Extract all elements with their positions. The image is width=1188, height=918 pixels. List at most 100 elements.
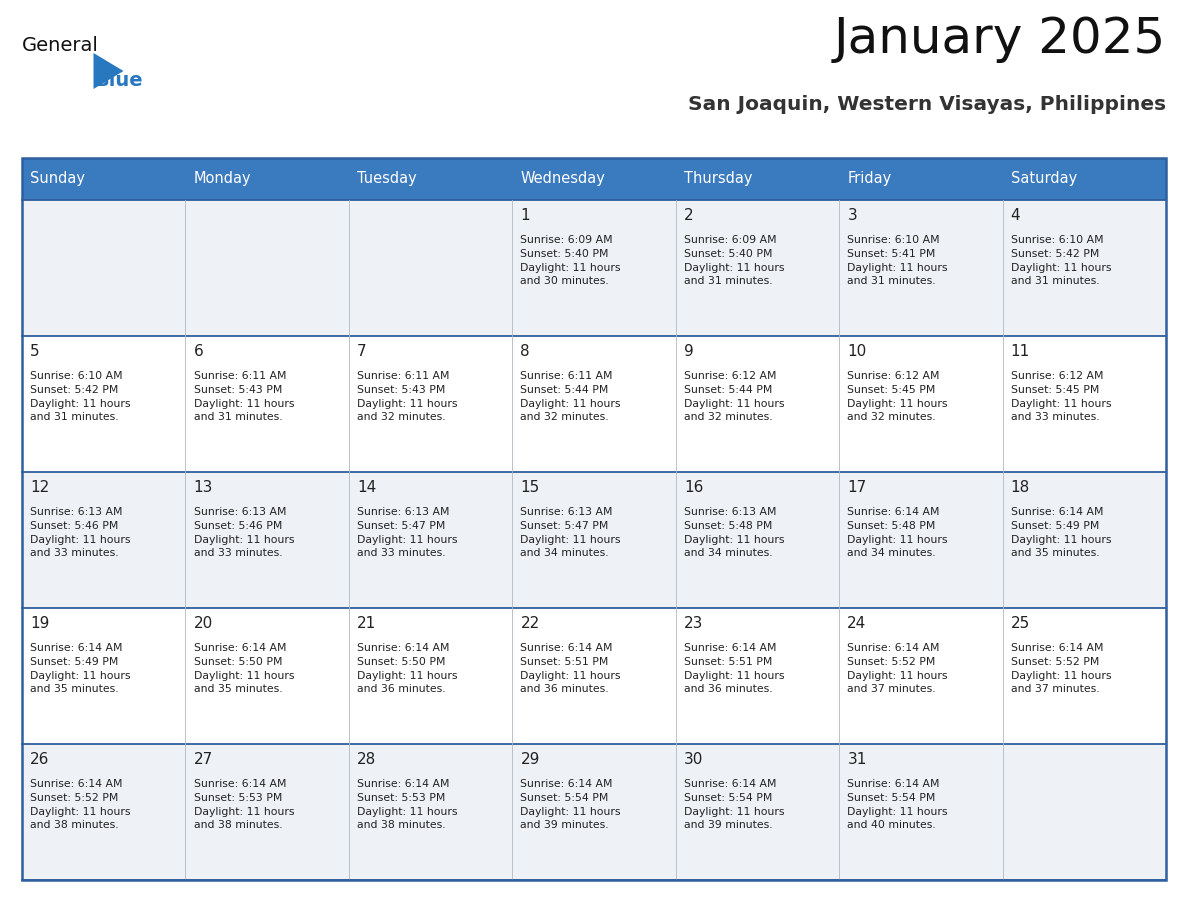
Bar [23, 336, 185, 472]
Bar [839, 158, 1003, 200]
Text: 8: 8 [520, 344, 530, 359]
Text: 18: 18 [1011, 480, 1030, 495]
Text: Sunrise: 6:13 AM
Sunset: 5:47 PM
Daylight: 11 hours
and 34 minutes.: Sunrise: 6:13 AM Sunset: 5:47 PM Dayligh… [520, 508, 621, 558]
Text: Sunrise: 6:10 AM
Sunset: 5:42 PM
Daylight: 11 hours
and 31 minutes.: Sunrise: 6:10 AM Sunset: 5:42 PM Dayligh… [1011, 235, 1111, 286]
Text: Sunrise: 6:14 AM
Sunset: 5:53 PM
Daylight: 11 hours
and 38 minutes.: Sunrise: 6:14 AM Sunset: 5:53 PM Dayligh… [358, 779, 457, 830]
Text: 10: 10 [847, 344, 866, 359]
Bar [349, 158, 512, 200]
Bar [23, 608, 185, 744]
Text: 24: 24 [847, 616, 866, 632]
Text: Sunrise: 6:14 AM
Sunset: 5:54 PM
Daylight: 11 hours
and 39 minutes.: Sunrise: 6:14 AM Sunset: 5:54 PM Dayligh… [520, 779, 621, 830]
Text: Monday: Monday [194, 172, 251, 186]
Bar [676, 336, 839, 472]
Bar [349, 744, 512, 880]
Text: 17: 17 [847, 480, 866, 495]
Text: Saturday: Saturday [1011, 172, 1078, 186]
Text: Sunrise: 6:14 AM
Sunset: 5:49 PM
Daylight: 11 hours
and 35 minutes.: Sunrise: 6:14 AM Sunset: 5:49 PM Dayligh… [1011, 508, 1111, 558]
Bar [512, 200, 676, 336]
Bar [1003, 744, 1165, 880]
Bar [839, 472, 1003, 608]
Text: Wednesday: Wednesday [520, 172, 606, 186]
Bar [512, 744, 676, 880]
Text: 30: 30 [684, 752, 703, 767]
Bar [185, 472, 349, 608]
Text: 7: 7 [358, 344, 367, 359]
Bar [349, 472, 512, 608]
Text: 29: 29 [520, 752, 539, 767]
Bar [512, 608, 676, 744]
Bar [23, 744, 185, 880]
Bar [512, 158, 676, 200]
Bar [676, 158, 839, 200]
Text: Sunrise: 6:14 AM
Sunset: 5:52 PM
Daylight: 11 hours
and 37 minutes.: Sunrise: 6:14 AM Sunset: 5:52 PM Dayligh… [1011, 644, 1111, 694]
Text: Sunrise: 6:14 AM
Sunset: 5:51 PM
Daylight: 11 hours
and 36 minutes.: Sunrise: 6:14 AM Sunset: 5:51 PM Dayligh… [684, 644, 784, 694]
Text: Sunrise: 6:14 AM
Sunset: 5:49 PM
Daylight: 11 hours
and 35 minutes.: Sunrise: 6:14 AM Sunset: 5:49 PM Dayligh… [30, 644, 131, 694]
Text: Tuesday: Tuesday [358, 172, 417, 186]
Text: Sunrise: 6:14 AM
Sunset: 5:53 PM
Daylight: 11 hours
and 38 minutes.: Sunrise: 6:14 AM Sunset: 5:53 PM Dayligh… [194, 779, 295, 830]
Text: Blue: Blue [94, 71, 143, 90]
Text: Sunrise: 6:10 AM
Sunset: 5:41 PM
Daylight: 11 hours
and 31 minutes.: Sunrise: 6:10 AM Sunset: 5:41 PM Dayligh… [847, 235, 948, 286]
Text: Sunrise: 6:12 AM
Sunset: 5:45 PM
Daylight: 11 hours
and 32 minutes.: Sunrise: 6:12 AM Sunset: 5:45 PM Dayligh… [847, 372, 948, 422]
Text: 12: 12 [30, 480, 50, 495]
Bar [349, 200, 512, 336]
Text: Sunrise: 6:14 AM
Sunset: 5:50 PM
Daylight: 11 hours
and 36 minutes.: Sunrise: 6:14 AM Sunset: 5:50 PM Dayligh… [358, 644, 457, 694]
Text: Sunrise: 6:13 AM
Sunset: 5:47 PM
Daylight: 11 hours
and 33 minutes.: Sunrise: 6:13 AM Sunset: 5:47 PM Dayligh… [358, 508, 457, 558]
Text: 9: 9 [684, 344, 694, 359]
Text: 6: 6 [194, 344, 203, 359]
Bar [839, 336, 1003, 472]
Text: 14: 14 [358, 480, 377, 495]
Text: Sunrise: 6:14 AM
Sunset: 5:52 PM
Daylight: 11 hours
and 38 minutes.: Sunrise: 6:14 AM Sunset: 5:52 PM Dayligh… [30, 779, 131, 830]
Text: Sunrise: 6:11 AM
Sunset: 5:43 PM
Daylight: 11 hours
and 31 minutes.: Sunrise: 6:11 AM Sunset: 5:43 PM Dayligh… [194, 372, 295, 422]
Text: Sunrise: 6:14 AM
Sunset: 5:52 PM
Daylight: 11 hours
and 37 minutes.: Sunrise: 6:14 AM Sunset: 5:52 PM Dayligh… [847, 644, 948, 694]
Text: 22: 22 [520, 616, 539, 632]
Bar [1003, 200, 1165, 336]
Bar [676, 472, 839, 608]
Text: 23: 23 [684, 616, 703, 632]
Text: Sunrise: 6:13 AM
Sunset: 5:46 PM
Daylight: 11 hours
and 33 minutes.: Sunrise: 6:13 AM Sunset: 5:46 PM Dayligh… [194, 508, 295, 558]
Text: 1: 1 [520, 208, 530, 223]
Text: 16: 16 [684, 480, 703, 495]
Bar [23, 200, 185, 336]
Text: Friday: Friday [847, 172, 891, 186]
Text: 13: 13 [194, 480, 213, 495]
Bar [676, 744, 839, 880]
Bar [1003, 158, 1165, 200]
Text: Sunrise: 6:11 AM
Sunset: 5:43 PM
Daylight: 11 hours
and 32 minutes.: Sunrise: 6:11 AM Sunset: 5:43 PM Dayligh… [358, 372, 457, 422]
Text: Sunrise: 6:09 AM
Sunset: 5:40 PM
Daylight: 11 hours
and 30 minutes.: Sunrise: 6:09 AM Sunset: 5:40 PM Dayligh… [520, 235, 621, 286]
Text: 2: 2 [684, 208, 694, 223]
Bar [1003, 608, 1165, 744]
Text: January 2025: January 2025 [834, 15, 1165, 63]
Bar [185, 744, 349, 880]
Text: Sunrise: 6:14 AM
Sunset: 5:51 PM
Daylight: 11 hours
and 36 minutes.: Sunrise: 6:14 AM Sunset: 5:51 PM Dayligh… [520, 644, 621, 694]
Text: 31: 31 [847, 752, 867, 767]
Text: Sunrise: 6:12 AM
Sunset: 5:45 PM
Daylight: 11 hours
and 33 minutes.: Sunrise: 6:12 AM Sunset: 5:45 PM Dayligh… [1011, 372, 1111, 422]
Text: Sunrise: 6:13 AM
Sunset: 5:46 PM
Daylight: 11 hours
and 33 minutes.: Sunrise: 6:13 AM Sunset: 5:46 PM Dayligh… [30, 508, 131, 558]
Text: 27: 27 [194, 752, 213, 767]
Text: 11: 11 [1011, 344, 1030, 359]
Text: Sunrise: 6:14 AM
Sunset: 5:54 PM
Daylight: 11 hours
and 40 minutes.: Sunrise: 6:14 AM Sunset: 5:54 PM Dayligh… [847, 779, 948, 830]
Bar [349, 608, 512, 744]
Bar [839, 200, 1003, 336]
Bar [1003, 336, 1165, 472]
Text: 26: 26 [30, 752, 50, 767]
Bar [676, 200, 839, 336]
Bar [512, 472, 676, 608]
Text: 25: 25 [1011, 616, 1030, 632]
Bar [185, 200, 349, 336]
Text: Sunday: Sunday [30, 172, 86, 186]
Text: 21: 21 [358, 616, 377, 632]
Text: Sunrise: 6:14 AM
Sunset: 5:54 PM
Daylight: 11 hours
and 39 minutes.: Sunrise: 6:14 AM Sunset: 5:54 PM Dayligh… [684, 779, 784, 830]
Text: General: General [23, 36, 99, 55]
Bar [839, 744, 1003, 880]
Bar [349, 336, 512, 472]
Text: Thursday: Thursday [684, 172, 752, 186]
Polygon shape [94, 53, 124, 89]
Text: 3: 3 [847, 208, 857, 223]
Bar [185, 158, 349, 200]
Text: Sunrise: 6:13 AM
Sunset: 5:48 PM
Daylight: 11 hours
and 34 minutes.: Sunrise: 6:13 AM Sunset: 5:48 PM Dayligh… [684, 508, 784, 558]
Text: Sunrise: 6:12 AM
Sunset: 5:44 PM
Daylight: 11 hours
and 32 minutes.: Sunrise: 6:12 AM Sunset: 5:44 PM Dayligh… [684, 372, 784, 422]
Text: Sunrise: 6:14 AM
Sunset: 5:50 PM
Daylight: 11 hours
and 35 minutes.: Sunrise: 6:14 AM Sunset: 5:50 PM Dayligh… [194, 644, 295, 694]
Text: Sunrise: 6:14 AM
Sunset: 5:48 PM
Daylight: 11 hours
and 34 minutes.: Sunrise: 6:14 AM Sunset: 5:48 PM Dayligh… [847, 508, 948, 558]
Bar [23, 158, 1165, 880]
Bar [23, 158, 185, 200]
